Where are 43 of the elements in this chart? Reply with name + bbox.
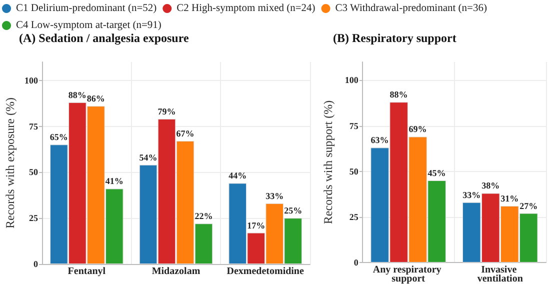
y-tick-label: 75 [349, 120, 359, 131]
legend-label: C2 High-symptom mixed (n=24) [176, 3, 316, 14]
data-label: 27% [520, 200, 538, 211]
data-label: 69% [408, 124, 427, 134]
data-label: 17% [247, 220, 266, 230]
y-tick-label: 50 [29, 167, 38, 178]
data-label: 63% [370, 135, 389, 146]
data-label: 67% [176, 128, 194, 138]
data-label: 79% [158, 106, 176, 116]
data-label: 31% [500, 193, 519, 204]
data-label: 44% [228, 170, 247, 181]
data-label: 25% [284, 206, 302, 216]
y-tick-label: 50 [349, 166, 359, 176]
legend-label: C3 Withdrawal-predominant (n=36) [335, 3, 488, 14]
data-label: 86% [86, 94, 105, 104]
data-label: 33% [266, 190, 284, 201]
y-tick-label: 0 [354, 258, 359, 268]
legend-label: C1 Delirium-predominant (n=52) [16, 3, 158, 14]
y-tick-label: 25 [29, 213, 38, 224]
x-tick-label: Fentanyl [68, 266, 106, 277]
chart-title: (A) Sedation / analgesia exposure [19, 31, 190, 45]
y-tick-label: 25 [349, 212, 359, 222]
data-label: 88% [390, 90, 408, 100]
data-label: 88% [68, 90, 86, 100]
data-label: 33% [462, 190, 481, 200]
x-tick-label: Midazolam [152, 266, 201, 277]
x-tick-label: Any respiratory support [372, 264, 444, 284]
legend-label: C4 Low-symptom at-target (n=91) [16, 20, 162, 31]
x-tick-label: Dexmedetomidine [226, 266, 304, 277]
y-tick-label: 100 [24, 75, 38, 86]
data-label: 38% [482, 180, 500, 191]
y-axis-title: Records with exposure (%) [3, 98, 17, 228]
y-tick-label: 75 [29, 121, 38, 132]
data-label: 41% [105, 176, 124, 186]
y-tick-label: 0 [34, 259, 38, 269]
data-label: 54% [139, 152, 158, 162]
x-tick-label: Invasive ventilation [477, 264, 524, 284]
data-label: 22% [194, 211, 213, 222]
data-label: 65% [50, 132, 68, 142]
y-tick-label: 100 [344, 75, 359, 86]
y-axis-title: Records with support (%) [321, 100, 335, 224]
chart-title: (B) Respiratory support [333, 31, 456, 45]
data-label: 45% [428, 168, 446, 178]
